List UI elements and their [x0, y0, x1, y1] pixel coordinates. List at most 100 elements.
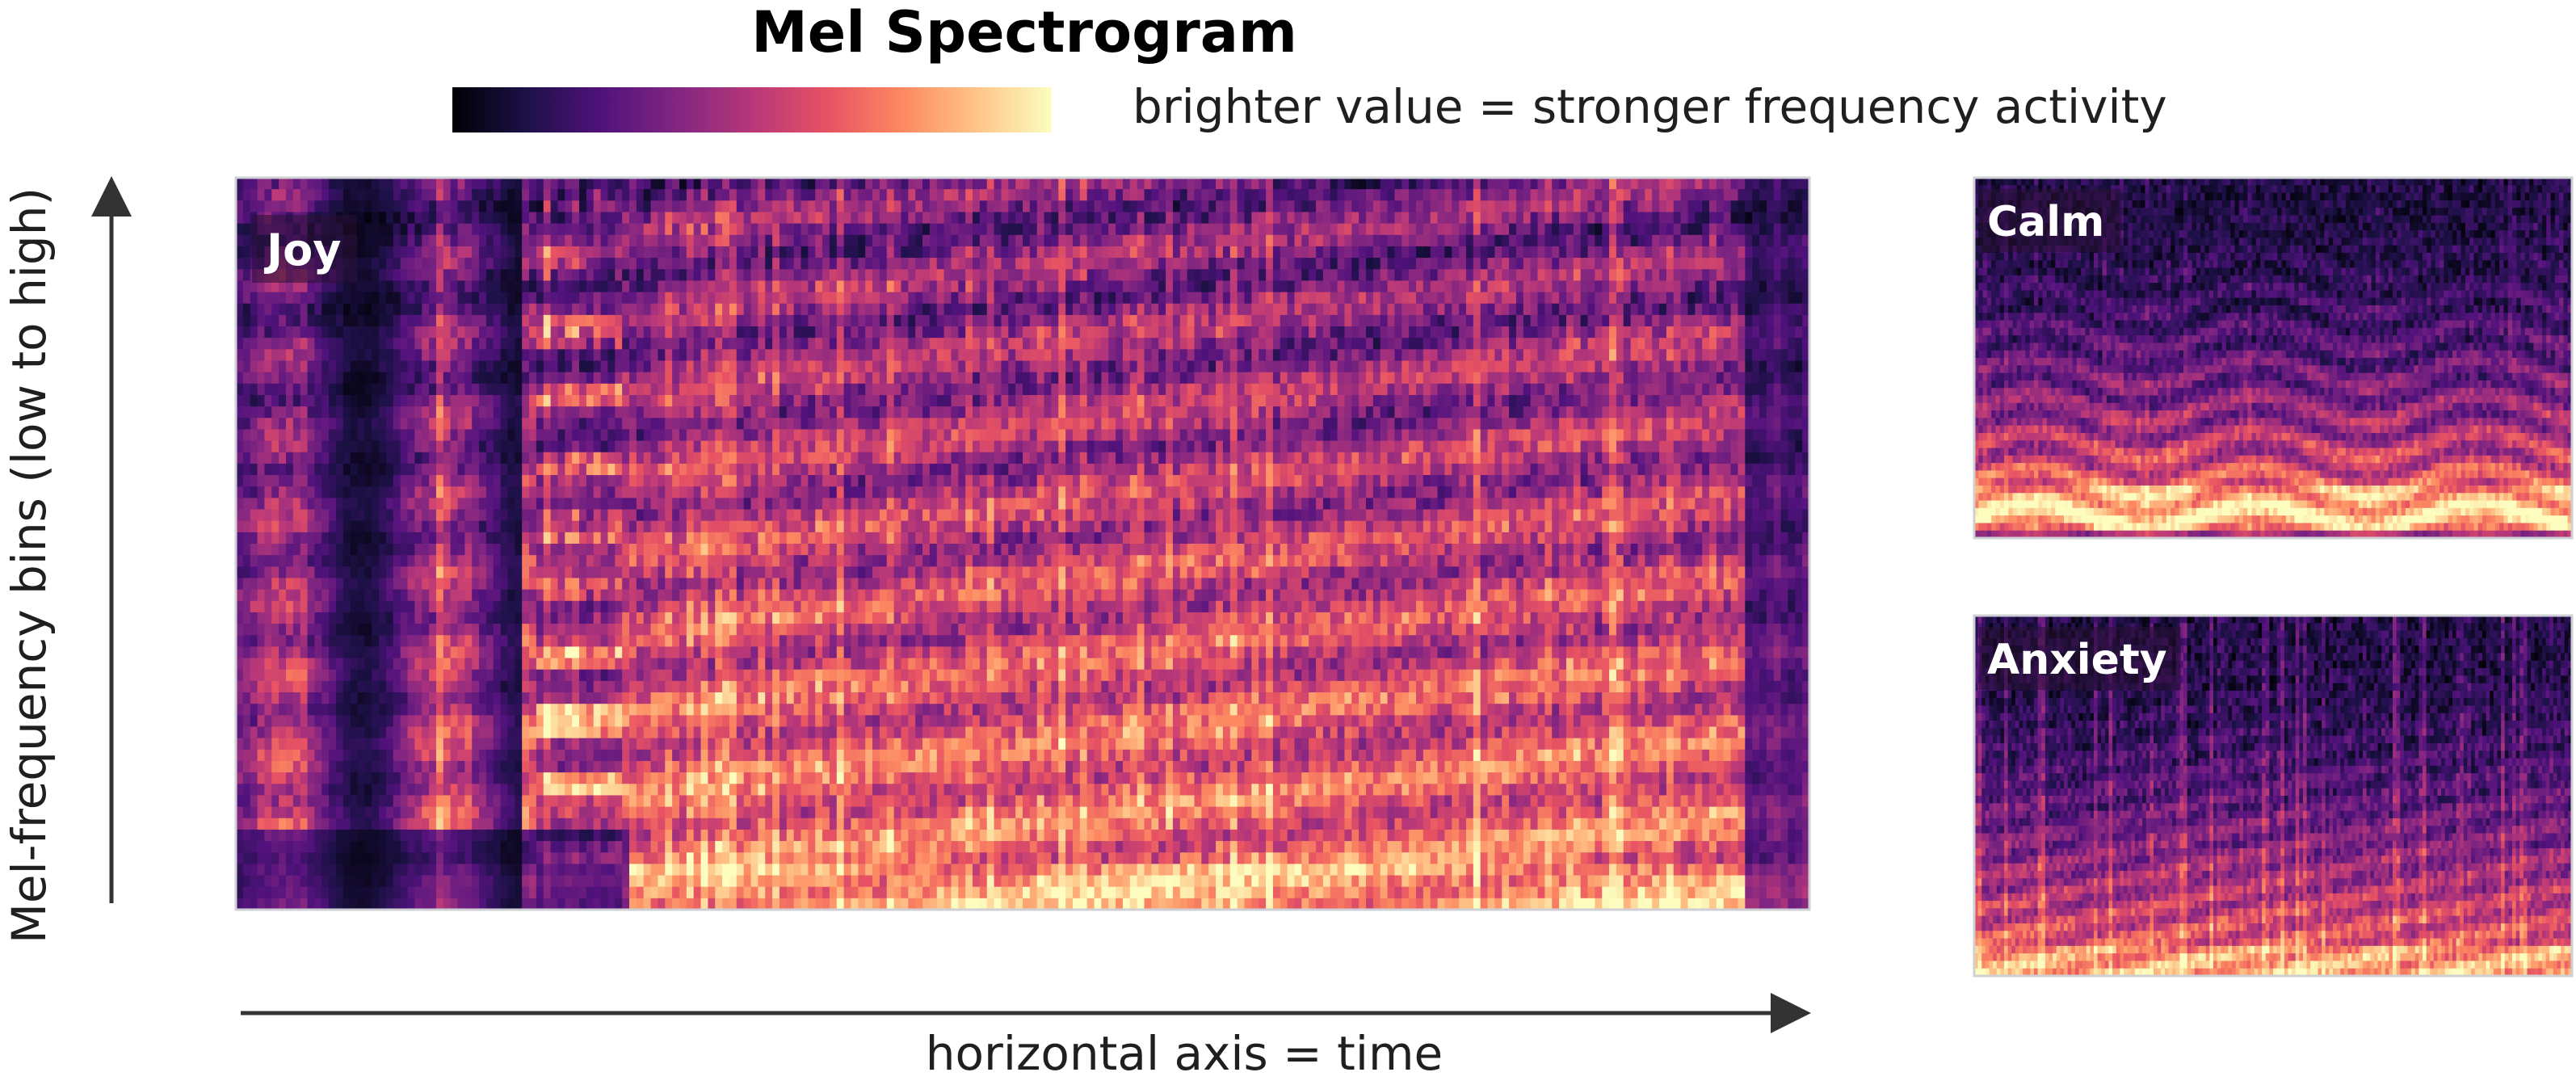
heatmap-cell	[579, 784, 587, 797]
heatmap-cell	[636, 383, 645, 396]
heatmap-cell	[464, 635, 473, 648]
heatmap-cell	[607, 338, 616, 350]
heatmap-cell	[393, 440, 401, 453]
heatmap-cell	[586, 704, 595, 716]
heatmap-cell	[307, 898, 315, 910]
heatmap-cell	[279, 394, 287, 407]
heatmap-cell	[708, 772, 716, 784]
heatmap-cell	[743, 360, 752, 373]
heatmap-cell	[572, 338, 580, 350]
heatmap-cell	[658, 475, 666, 487]
heatmap-cell	[536, 520, 544, 533]
heatmap-cell	[600, 234, 609, 247]
heatmap-cell	[565, 223, 573, 236]
heatmap-cell	[515, 886, 523, 899]
heatmap-cell	[522, 189, 530, 201]
heatmap-cell	[257, 520, 266, 533]
heatmap-cell	[543, 406, 552, 418]
heatmap-cell	[271, 612, 279, 624]
heatmap-cell	[758, 440, 766, 453]
heatmap-cell	[765, 475, 773, 487]
heatmap-cell	[736, 349, 745, 362]
heatmap-cell	[722, 669, 730, 682]
heatmap-cell	[543, 841, 552, 853]
heatmap-cell	[550, 349, 559, 362]
heatmap-cell	[672, 269, 680, 282]
heatmap-cell	[400, 292, 409, 305]
heatmap-cell	[615, 898, 623, 910]
heatmap-cell	[643, 326, 652, 338]
heatmap-cell	[629, 189, 637, 201]
heatmap-cell	[550, 360, 559, 373]
heatmap-cell	[672, 349, 680, 362]
heatmap-cell	[615, 624, 623, 636]
heatmap-cell	[643, 383, 652, 396]
heatmap-cell	[385, 658, 394, 671]
heatmap-cell	[557, 795, 565, 808]
heatmap-cell	[479, 212, 487, 225]
heatmap-cell	[636, 292, 645, 305]
heatmap-cell	[579, 760, 587, 773]
heatmap-cell	[457, 795, 465, 808]
heatmap-cell	[472, 498, 480, 511]
heatmap-cell	[472, 692, 480, 704]
heatmap-cell	[686, 864, 695, 877]
heatmap-cell	[236, 704, 244, 716]
heatmap-cell	[543, 784, 552, 797]
heatmap-cell	[443, 669, 452, 682]
heatmap-cell	[393, 475, 401, 487]
heatmap-cell	[772, 738, 780, 751]
heatmap-cell	[643, 852, 652, 864]
heatmap-cell	[350, 841, 359, 853]
heatmap-cell	[715, 200, 723, 213]
heatmap-cell	[593, 440, 602, 453]
heatmap-cell	[307, 658, 315, 671]
heatmap-cell	[743, 829, 752, 842]
heatmap-cell	[550, 680, 559, 693]
heatmap-cell	[500, 555, 509, 567]
heatmap-cell	[307, 852, 315, 864]
heatmap-cell	[615, 269, 623, 282]
heatmap-cell	[722, 394, 730, 407]
heatmap-cell	[357, 440, 365, 453]
heatmap-cell	[736, 189, 745, 201]
heatmap-cell	[772, 635, 780, 648]
heatmap-cell	[765, 841, 773, 853]
heatmap-cell	[615, 360, 623, 373]
heatmap-cell	[679, 669, 687, 682]
heatmap-cell	[715, 269, 723, 282]
heatmap-cell	[493, 246, 502, 259]
heatmap-cell	[485, 624, 494, 636]
heatmap-cell	[729, 200, 738, 213]
heatmap-cell	[700, 680, 708, 693]
heatmap-cell	[550, 338, 559, 350]
heatmap-cell	[429, 498, 437, 511]
heatmap-cell	[658, 715, 666, 728]
heatmap-cell	[400, 314, 409, 327]
heatmap-cell	[300, 784, 309, 797]
heatmap-cell	[786, 200, 795, 213]
heatmap-cell	[615, 864, 623, 877]
heatmap-cell	[622, 749, 630, 762]
heatmap-cell	[522, 475, 530, 487]
heatmap-cell	[472, 269, 480, 282]
heatmap-cell	[679, 178, 687, 190]
heatmap-cell	[350, 509, 359, 522]
heatmap-cell	[443, 715, 452, 728]
heatmap-cell	[536, 886, 544, 899]
heatmap-cell	[750, 772, 759, 784]
heatmap-cell	[279, 383, 287, 396]
heatmap-cell	[393, 349, 401, 362]
heatmap-cell	[543, 760, 552, 773]
heatmap-cell	[493, 818, 502, 830]
heatmap-cell	[729, 852, 738, 864]
heatmap-cell	[700, 760, 708, 773]
heatmap-cell	[422, 452, 430, 465]
heatmap-cell	[729, 589, 738, 602]
heatmap-cell	[242, 749, 251, 762]
heatmap-cell	[457, 692, 465, 704]
heatmap-cell	[479, 189, 487, 201]
heatmap-cell	[750, 784, 759, 797]
heatmap-cell	[750, 212, 759, 225]
heatmap-cell	[300, 635, 309, 648]
